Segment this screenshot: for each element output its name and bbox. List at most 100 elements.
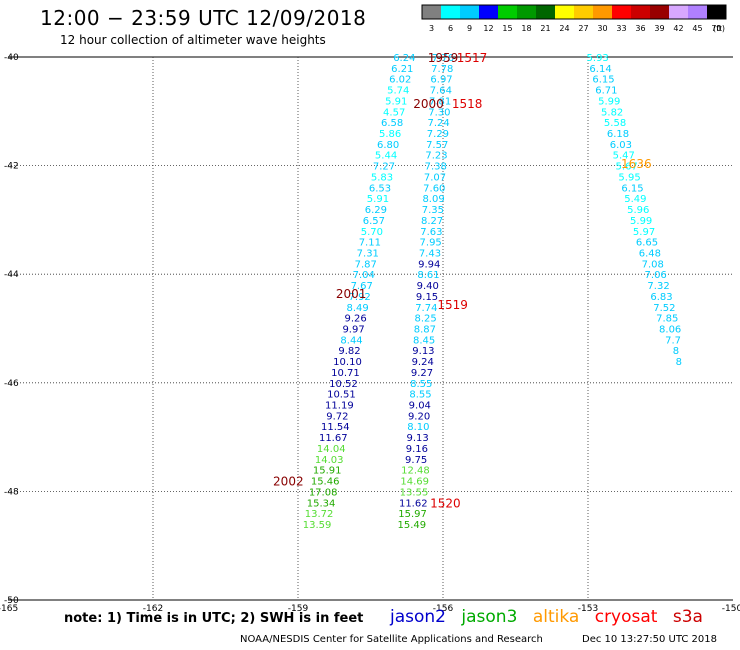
time-label: 2001 xyxy=(336,287,367,301)
y-tick-label: -50 xyxy=(4,596,19,606)
wave-height-label: 7.06 xyxy=(645,270,667,281)
wave-height-label: 13.55 xyxy=(400,487,429,498)
wave-height-label: 5.97 xyxy=(633,227,655,238)
wave-height-label: 7.24 xyxy=(428,118,450,129)
page-subtitle: 12 hour collection of altimeter wave hei… xyxy=(60,33,326,47)
wave-height-label: 9.04 xyxy=(409,401,431,412)
generated-timestamp: Dec 10 13:27:50 UTC 2018 xyxy=(582,634,717,645)
wave-height-label: 7.63 xyxy=(420,227,442,238)
colorbar-tick-label: 36 xyxy=(635,24,645,33)
wave-height-label: 5.91 xyxy=(367,194,389,205)
time-label: 2000 xyxy=(413,97,444,111)
wave-height-label: 8.61 xyxy=(417,270,439,281)
wave-height-label: 6.03 xyxy=(610,140,632,151)
colorbar-tick-label: 42 xyxy=(673,24,683,33)
time-label: 1517 xyxy=(457,51,488,65)
wave-height-label: 5.99 xyxy=(598,96,620,107)
wave-height-label: 9.40 xyxy=(417,281,439,292)
x-tick-label: -150 xyxy=(722,604,740,614)
data-marks: 6.246.216.025.745.914.576.585.866.805.44… xyxy=(303,53,682,531)
time-labels: 1959 2000 2001 2002 1517 1518 1519 1520 1636 xyxy=(273,51,652,510)
wave-height-label: 7.64 xyxy=(430,86,452,97)
colorbar-swatch xyxy=(536,5,555,19)
wave-height-label: 7.11 xyxy=(359,238,381,249)
wave-height-label: 9.26 xyxy=(344,314,366,325)
legend-jason3: jason3 xyxy=(461,607,518,627)
wave-height-label: 10.71 xyxy=(331,368,360,379)
colorbar-swatch xyxy=(650,5,669,19)
colorbar-swatch xyxy=(669,5,688,19)
colorbar-tick-label: 15 xyxy=(502,24,512,33)
wave-height-label: 6.02 xyxy=(389,75,411,86)
wave-height-label: 13.59 xyxy=(303,520,332,531)
colorbar-legend: 3 6 9 12 15 18 21 24 27 30 33 36 39 42 45 70(ft) xyxy=(421,4,727,33)
wave-height-label: 6.18 xyxy=(607,129,629,140)
colorbar-tick-label: 24 xyxy=(559,24,569,33)
colorbar-swatch xyxy=(498,5,517,19)
wave-height-label: 6.15 xyxy=(621,183,643,194)
colorbar-swatch xyxy=(631,5,650,19)
wave-height-label: 7.30 xyxy=(428,107,450,118)
wave-height-label: 7.57 xyxy=(426,140,448,151)
y-tick-label: -40 xyxy=(4,53,19,63)
colorbar-tick-label: 9 xyxy=(467,24,472,33)
wave-height-label: 4.57 xyxy=(383,107,405,118)
wave-height-label: 7.95 xyxy=(420,238,442,249)
legend-s3a: s3a xyxy=(672,607,703,627)
wave-height-label: 9.27 xyxy=(411,368,433,379)
wave-height-label: 5.99 xyxy=(630,216,652,227)
colorbar-frame xyxy=(421,4,727,20)
wave-height-label: 6.48 xyxy=(639,248,661,259)
wave-height-label: 14.69 xyxy=(400,477,429,488)
wave-height-label: 8.55 xyxy=(410,379,432,390)
wave-height-label: 5.74 xyxy=(387,86,409,97)
wave-height-label: 6.65 xyxy=(636,238,658,249)
colorbar-swatch xyxy=(688,5,707,19)
wave-height-label: 5.86 xyxy=(379,129,401,140)
colorbar-tick-label: 39 xyxy=(654,24,664,33)
x-tick-label: -156 xyxy=(433,604,454,614)
axis-ticks: -165 -162 -159 -156 -153 -150 -40 -42 -44 -46 -48 -… xyxy=(0,53,740,614)
wave-height-label: 7.04 xyxy=(353,270,375,281)
x-tick-label: -159 xyxy=(288,604,309,614)
time-label: 1519 xyxy=(437,298,468,312)
wave-height-label: 5.67 xyxy=(616,162,638,173)
wave-height-label: 7.67 xyxy=(351,281,373,292)
colorbar-tick-label: 3 xyxy=(429,24,434,33)
wave-height-label: 7.52 xyxy=(653,303,675,314)
wave-height-label: 15.49 xyxy=(398,520,427,531)
colorbar-tick-label: 6 xyxy=(448,24,453,33)
x-tick-label: -165 xyxy=(0,604,18,614)
wave-height-label: 7.23 xyxy=(425,151,447,162)
wave-height-label: 8.44 xyxy=(340,335,362,346)
wave-height-label: 5.95 xyxy=(618,172,640,183)
wave-height-label: 10.52 xyxy=(329,379,358,390)
wave-height-label: 6.71 xyxy=(595,86,617,97)
colorbar-tick-label: 45 xyxy=(692,24,702,33)
wave-height-label: 5.96 xyxy=(627,205,649,216)
wave-height-label: 6.29 xyxy=(365,205,387,216)
colorbar-swatch xyxy=(593,5,612,19)
wave-height-label: 7.31 xyxy=(357,248,379,259)
wave-height-label: 6.80 xyxy=(377,140,399,151)
wave-height-label: 8.10 xyxy=(407,422,429,433)
colorbar-swatch xyxy=(707,5,726,19)
x-tick-label: -162 xyxy=(143,604,163,614)
wave-height-label: 7.92 xyxy=(349,292,371,303)
wave-height-label: 7.38 xyxy=(425,162,447,173)
wave-height-label: 14.04 xyxy=(317,444,346,455)
wave-height-label: 9.20 xyxy=(408,411,430,422)
wave-height-label: 7.74 xyxy=(415,303,437,314)
wave-height-label: 5.93 xyxy=(587,53,609,64)
wave-height-label: 6.14 xyxy=(589,64,611,75)
colorbar-swatch xyxy=(574,5,593,19)
wave-height-label: 15.46 xyxy=(311,477,340,488)
footnote: note: 1) Time is in UTC; 2) SWH is in fe… xyxy=(64,611,364,626)
legend-altika: altika xyxy=(532,607,580,627)
wave-height-label: 11.19 xyxy=(325,401,354,412)
colorbar-unit: (ft) xyxy=(713,24,725,33)
colorbar-swatch xyxy=(460,5,479,19)
wave-height-label: 5.44 xyxy=(375,151,397,162)
wave-height-label: 7.87 xyxy=(355,259,377,270)
